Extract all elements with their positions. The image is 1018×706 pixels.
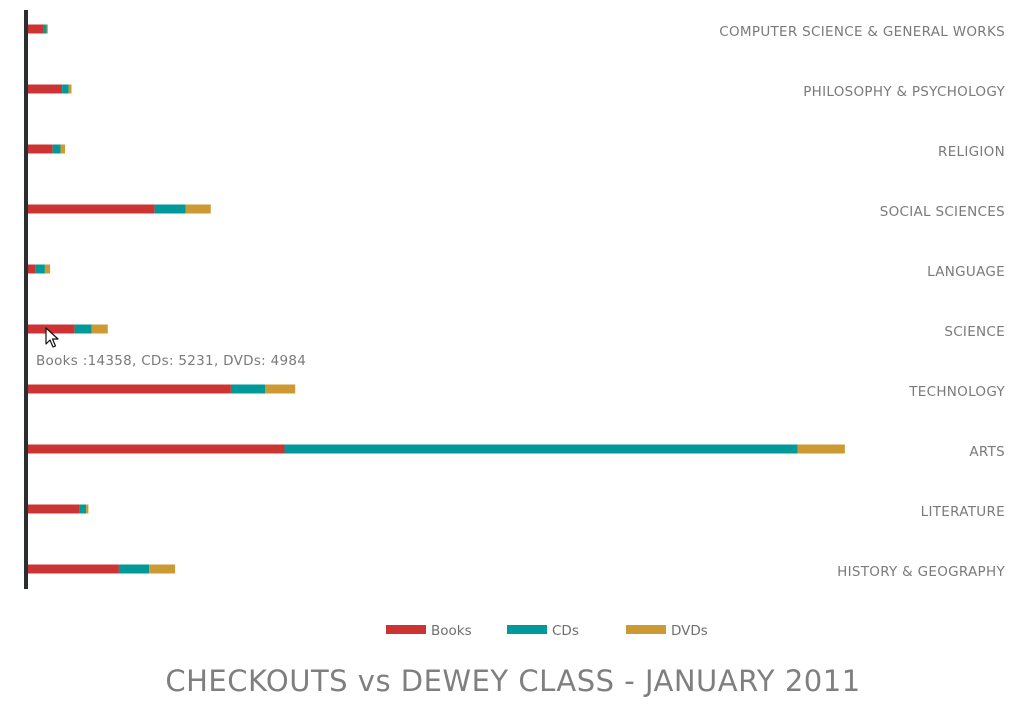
bar-social-sciences-books[interactable] [28,204,155,214]
bar-history-and-geography-dvds[interactable] [149,564,176,574]
category-label-social-sciences: SOCIAL SCIENCES [880,204,1005,220]
category-label-philosophy-and-psychology: PHILOSOPHY & PSYCHOLOGY [803,84,1005,100]
legend-swatch-books [386,625,426,634]
legend: Books CDs DVDs [386,623,708,639]
bar-literature-cds[interactable] [79,504,87,514]
bar-computer-science-and-general-works-books[interactable] [28,24,44,34]
bar-arts-dvds[interactable] [797,444,845,454]
bar-religion-books[interactable] [28,144,53,154]
legend-label-books[interactable]: Books [431,623,472,639]
bar-history-and-geography-cds[interactable] [118,564,150,574]
category-label-language: LANGUAGE [927,264,1005,280]
bar-science-books[interactable] [28,324,75,334]
category-label-history-and-geography: HISTORY & GEOGRAPHY [837,564,1005,580]
legend-label-dvds[interactable]: DVDs [671,623,708,639]
bar-philosophy-and-psychology-books[interactable] [28,84,63,94]
bar-science-dvds[interactable] [91,324,108,334]
bar-history-and-geography-books[interactable] [28,564,119,574]
category-labels-group: COMPUTER SCIENCE & GENERAL WORKS PHILOSOP… [719,24,1005,580]
chart-title: CHECKOUTS vs DEWEY CLASS - JANUARY 2011 [165,664,860,698]
legend-label-cds[interactable]: CDs [552,623,579,639]
tooltip-text: Books :14358, CDs: 5231, DVDs: 4984 [36,353,306,369]
bar-social-sciences-dvds[interactable] [185,204,211,214]
bar-religion-cds[interactable] [52,144,61,154]
bar-language-books[interactable] [28,264,36,274]
bar-technology-dvds[interactable] [265,384,296,394]
bar-social-sciences-cds[interactable] [154,204,186,214]
bar-literature-dvds[interactable] [86,504,89,514]
bar-philosophy-and-psychology-dvds[interactable] [68,84,72,94]
bar-arts-books[interactable] [28,444,285,454]
bar-arts-cds[interactable] [284,444,798,454]
bar-technology-books[interactable] [28,384,231,394]
bar-language-cds[interactable] [35,264,45,274]
bar-literature-books[interactable] [28,504,80,514]
category-label-computer-science-and-general-works: COMPUTER SCIENCE & GENERAL WORKS [719,24,1005,40]
legend-swatch-cds [507,625,547,634]
arrow-cursor-icon [45,327,59,348]
category-label-science: SCIENCE [944,324,1005,340]
category-label-technology: TECHNOLOGY [908,384,1005,400]
category-label-arts: ARTS [969,444,1005,460]
bar-religion-dvds[interactable] [60,144,66,154]
arrow-cursor-shape [45,327,59,348]
bar-computer-science-and-general-works-dvds[interactable] [46,24,48,34]
legend-swatch-dvds [626,625,666,634]
category-label-literature: LITERATURE [921,504,1005,520]
bar-language-dvds[interactable] [44,264,51,274]
bar-science-cds[interactable] [74,324,92,334]
bar-philosophy-and-psychology-cds[interactable] [62,84,69,94]
bars-group [28,24,845,574]
bar-technology-cds[interactable] [230,384,266,394]
bar-computer-science-and-general-works-cds[interactable] [43,24,47,34]
category-label-religion: RELIGION [938,144,1005,160]
